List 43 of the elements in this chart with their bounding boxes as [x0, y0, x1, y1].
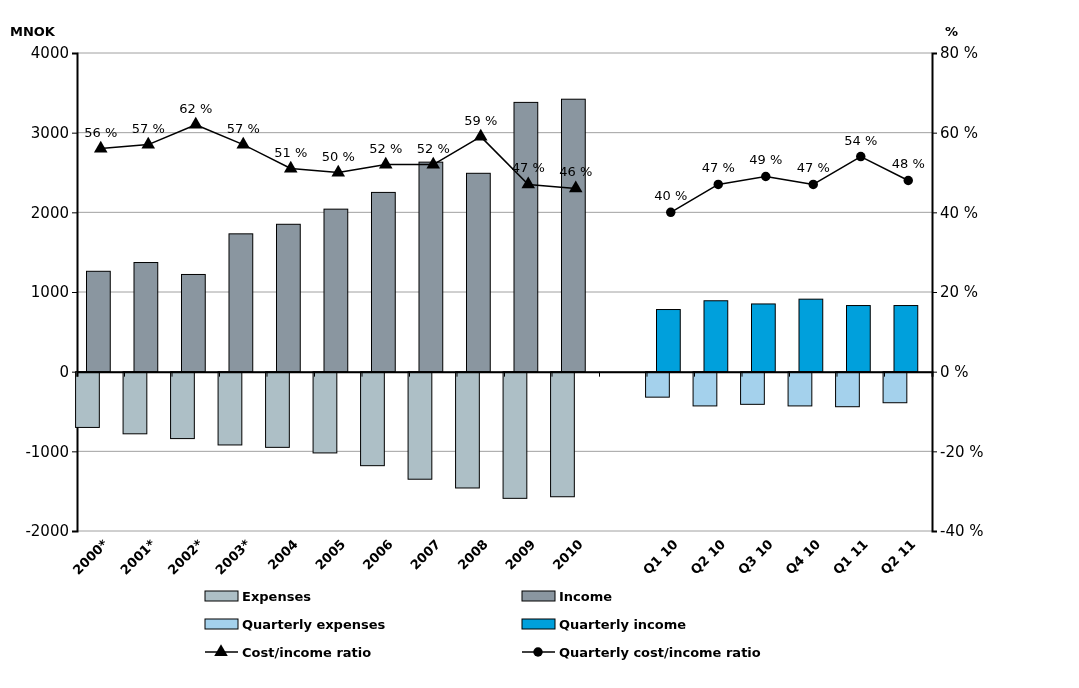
data-label: 40 %: [654, 188, 688, 204]
legend-label: Cost/income ratio: [242, 645, 372, 660]
data-label: 52 %: [369, 140, 403, 156]
y-tick-label: 0: [59, 362, 69, 381]
data-label: 47 %: [701, 160, 735, 176]
y2-tick-label: 80 %: [940, 44, 979, 63]
data-label: 52 %: [416, 140, 450, 156]
y2-tick-label: 0 %: [940, 362, 969, 381]
y-tick-label: -2000: [25, 522, 69, 541]
y-tick-label: 2000: [30, 203, 69, 222]
y-tick-label: 1000: [30, 283, 69, 302]
data-label: 57 %: [131, 120, 165, 136]
y-tick-label: 4000: [30, 44, 69, 63]
x-tick-label: Q2 11: [877, 536, 919, 578]
y2-tick-label: 60 %: [940, 123, 979, 142]
y2-tick-label: -20 %: [940, 442, 984, 461]
legend-label: Quarterly expenses: [242, 617, 386, 632]
data-label: 50 %: [321, 148, 355, 164]
legend-label: Quarterly cost/income ratio: [559, 645, 761, 660]
data-label: 49 %: [749, 152, 783, 168]
legend-label: Income: [559, 589, 613, 604]
y2-axis-title: %: [945, 24, 959, 39]
data-label: 57 %: [226, 120, 260, 136]
y2-tick-label: 20 %: [940, 283, 979, 302]
x-tick-label: Q1 10: [640, 536, 681, 578]
y2-tick-label: -40 %: [940, 522, 984, 541]
y-tick-label: 3000: [30, 123, 69, 142]
data-label: 48 %: [891, 156, 925, 172]
data-label: 56 %: [84, 124, 118, 140]
y2-tick-label: 40 %: [940, 203, 979, 222]
x-tick-label: Q4 10: [782, 536, 824, 578]
data-label: 59 %: [464, 112, 498, 128]
x-tick-label: Q1 11: [830, 536, 871, 578]
y-tick-label: -1000: [25, 442, 69, 461]
data-label: 54 %: [844, 132, 878, 148]
data-label: 62 %: [179, 100, 213, 116]
y-axis-title: MNOK: [10, 24, 56, 39]
legend-label: Expenses: [242, 589, 312, 604]
x-tick-label: Q3 10: [735, 536, 776, 578]
data-label: 51 %: [274, 144, 308, 160]
data-label: 47 %: [796, 160, 830, 176]
legend-label: Quarterly income: [559, 617, 687, 632]
x-tick-label: Q2 10: [687, 536, 729, 578]
